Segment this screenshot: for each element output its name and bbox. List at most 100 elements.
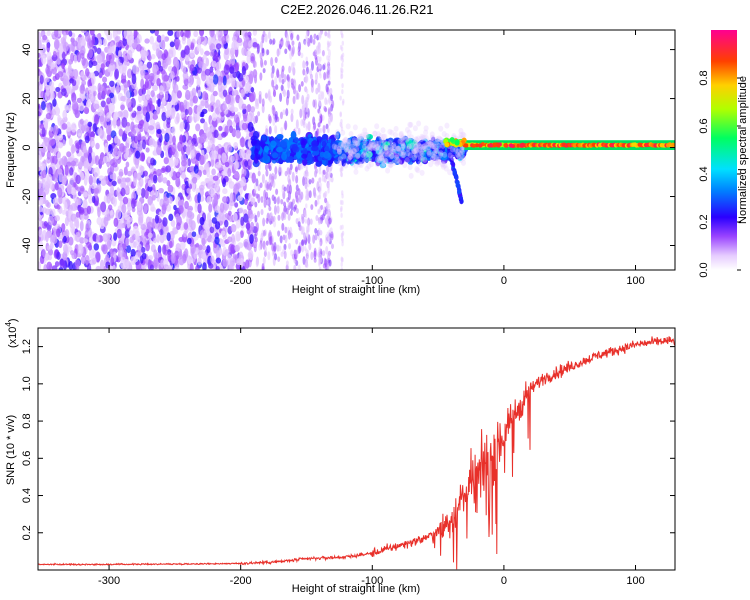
spectrogram-cell: [158, 187, 164, 194]
spectrogram-cell: [266, 183, 270, 191]
spectrogram-cell: [288, 167, 292, 175]
spectrogram-cell: [248, 249, 254, 261]
spectrogram-cell: [114, 68, 120, 80]
spectrogram-cell: [311, 177, 315, 184]
spectrogram-cell: [63, 201, 68, 212]
spectrogram-cell: [254, 236, 258, 243]
spectrogram-cell: [310, 60, 314, 71]
spectrogram-cell: [121, 203, 127, 214]
spectrogram-cell: [290, 78, 294, 85]
spectrogram-cell: [289, 232, 293, 238]
spectrogram-cell: [133, 30, 138, 39]
spectrogram-cell: [268, 205, 272, 212]
spectrogram-cell: [274, 125, 278, 134]
spectrogram-cell: [131, 73, 137, 85]
spectrogram-cell: [77, 198, 82, 206]
spectrogram-cell: [156, 168, 162, 177]
spectrogram-cell: [87, 79, 93, 88]
spectrogram-cell: [138, 93, 143, 103]
spectrogram-cell: [168, 49, 174, 59]
spectrogram-cell: [228, 215, 234, 222]
spectrogram-cell: [317, 94, 321, 100]
spectrogram-cell: [280, 251, 284, 257]
spectrogram-cell: [262, 30, 266, 38]
spectrogram-cell: [274, 165, 278, 175]
spectrogram-cell: [273, 89, 277, 98]
spectrogram-cell: [326, 32, 330, 38]
spectrogram-cell: [308, 190, 312, 199]
spectrogram-cell: [45, 102, 51, 108]
spectrogram-cell: [64, 164, 69, 176]
spectrogram-cell: [156, 129, 162, 135]
spectrogram-cell: [265, 93, 269, 100]
spectrogram-cell: [328, 75, 331, 81]
spectrogram-cell: [100, 178, 107, 186]
spectrogram-cell: [120, 259, 126, 269]
spectrogram-cell: [120, 104, 125, 111]
spectrogram-cell: [62, 243, 68, 254]
spectrogram-cell: [222, 258, 229, 267]
spectrogram-cell: [168, 196, 173, 204]
spectrogram-cell: [152, 42, 158, 51]
spectrogram-cell: [197, 142, 202, 149]
spectrogram-cell: [211, 112, 217, 122]
spectrogram-cell: [161, 97, 166, 106]
spectrogram-cell: [167, 251, 172, 262]
spectrogram-cell: [125, 177, 131, 183]
spectrogram-cell: [102, 244, 108, 255]
spectrogram-cell: [48, 208, 53, 215]
spectrogram-cell: [175, 242, 181, 251]
spectrogram-cell: [254, 103, 258, 110]
spectrogram-cell: [84, 254, 90, 266]
spectrogram-cell: [222, 103, 228, 110]
spectrogram-cell: [208, 263, 214, 269]
spectrogram-cell: [40, 44, 46, 55]
spectrogram-cell: [93, 103, 100, 110]
spectrogram-cell: [156, 93, 162, 100]
spectrogram-cell: [325, 245, 329, 255]
spectrogram-cell: [251, 172, 256, 184]
spectrogram-cell: [306, 225, 310, 233]
spectrogram-cell: [282, 234, 286, 241]
spectrogram-cell: [197, 203, 202, 214]
spectrogram-cell: [180, 30, 184, 38]
spectrogram-cell: [323, 105, 327, 112]
spectrogram-cell: [191, 176, 198, 184]
spectrogram-cell: [160, 167, 166, 174]
spectrogram-cell: [199, 216, 205, 226]
spectrogram-cell: [109, 80, 115, 87]
spectrogram-cell: [170, 219, 176, 227]
spectrogram-cell: [235, 30, 242, 37]
spectrogram-cell: [102, 155, 109, 164]
spectrogram-cell: [189, 262, 194, 270]
spectrogram-cell: [220, 230, 226, 236]
spectrogram-cell: [136, 208, 143, 216]
spectrogram-cell: [318, 261, 321, 267]
spectrogram-cell: [342, 98, 345, 104]
spectrogram-cell: [152, 174, 158, 184]
spectrogram-cell: [301, 243, 305, 253]
spectrogram-cell: [57, 168, 63, 175]
spectrogram-cell: [265, 217, 269, 224]
spectrogram-cell: [262, 67, 266, 74]
spectrogram-cell: [233, 183, 239, 195]
spectrogram-cell: [258, 90, 262, 98]
spectrogram-cell: [276, 196, 280, 205]
spectrogram-cell: [99, 84, 105, 92]
spectrogram-cell: [68, 58, 74, 65]
spectrogram-cell: [313, 192, 317, 199]
spectrogram-cell: [136, 187, 142, 196]
spectrogram-cell: [218, 247, 223, 256]
spectrogram-cell: [196, 76, 201, 88]
spectrogram-cell: [228, 181, 235, 189]
spectrogram-cell: [288, 242, 292, 250]
spectrogram-cell: [327, 107, 331, 115]
spectrogram-cell: [41, 169, 47, 179]
spectrogram-cell: [328, 120, 331, 126]
spectrogram-cell: [69, 167, 74, 176]
spectrogram-cell: [129, 236, 135, 244]
spectrogram-cell: [318, 48, 322, 54]
spectrogram-cell: [175, 213, 180, 220]
spectrogram-cell: [324, 190, 328, 198]
spectrogram-cell: [116, 30, 122, 35]
